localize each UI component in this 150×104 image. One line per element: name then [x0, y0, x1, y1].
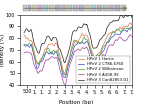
HPeV 2 Williamson: [130, 27, 131, 28]
HPeV 3 A308-99: [42, 68, 44, 70]
HPeV 1 Harris: [102, 45, 104, 46]
HPeV 3 Can82853-01: [42, 43, 44, 44]
Line: HPeV 1 Harris: HPeV 1 Harris: [24, 23, 132, 73]
HPeV 2 CT86-6760: [23, 45, 25, 46]
HPeV 3 A308-99: [131, 36, 133, 37]
HPeV 1 Harris: [67, 63, 69, 64]
HPeV 3 A308-99: [112, 45, 114, 46]
HPeV 2 Williamson: [112, 31, 114, 32]
HPeV 3 A308-99: [102, 54, 104, 55]
Bar: [37, 5, 42, 11]
Line: HPeV 3 A308-99: HPeV 3 A308-99: [24, 35, 132, 85]
HPeV 3 A308-99: [67, 74, 69, 75]
Bar: [115, 5, 120, 11]
Bar: [43, 5, 48, 11]
Bar: [97, 5, 102, 11]
HPeV 2 CT86-6760: [131, 26, 133, 27]
HPeV 1 Harris: [112, 32, 114, 33]
Bar: [79, 5, 84, 11]
Bar: [85, 5, 90, 11]
Bar: [55, 5, 60, 11]
HPeV 2 CT86-6760: [64, 77, 66, 78]
Bar: [121, 5, 126, 11]
Bar: [103, 5, 108, 11]
HPeV 3 A308-99: [129, 34, 131, 35]
HPeV 1 Harris: [63, 73, 65, 74]
Bar: [73, 5, 78, 11]
HPeV 2 Williamson: [64, 75, 66, 76]
HPeV 2 CT86-6760: [67, 67, 69, 68]
HPeV 3 A308-99: [64, 84, 66, 85]
HPeV 3 Can82853-01: [131, 17, 133, 19]
HPeV 1 Harris: [42, 56, 44, 57]
HPeV 3 Can82853-01: [129, 14, 131, 15]
Bar: [67, 5, 72, 11]
Bar: [32, 5, 36, 11]
HPeV 2 Williamson: [42, 55, 44, 57]
Bar: [109, 5, 114, 11]
HPeV 3 Can82853-01: [117, 20, 119, 21]
Line: HPeV 3 Can82853-01: HPeV 3 Can82853-01: [24, 14, 132, 63]
HPeV 2 Williamson: [67, 65, 69, 67]
Bar: [22, 5, 27, 11]
HPeV 2 Williamson: [131, 28, 133, 29]
Bar: [61, 5, 66, 11]
HPeV 2 Williamson: [117, 29, 119, 30]
HPeV 3 A308-99: [23, 52, 25, 53]
HPeV 2 CT86-6760: [66, 73, 67, 74]
HPeV 1 Harris: [117, 29, 119, 31]
HPeV 3 A308-99: [117, 38, 119, 39]
HPeV 1 Harris: [131, 24, 133, 26]
HPeV 3 Can82853-01: [66, 58, 67, 59]
HPeV 3 Can82853-01: [64, 62, 66, 63]
Line: HPeV 2 Williamson: HPeV 2 Williamson: [24, 28, 132, 75]
Bar: [28, 5, 31, 11]
HPeV 2 Williamson: [66, 70, 67, 71]
HPeV 3 Can82853-01: [112, 20, 114, 21]
HPeV 3 Can82853-01: [67, 55, 69, 56]
HPeV 2 Williamson: [102, 47, 104, 48]
HPeV 1 Harris: [129, 22, 131, 23]
HPeV 3 Can82853-01: [102, 36, 104, 37]
Bar: [49, 5, 54, 11]
Y-axis label: Identity (%): Identity (%): [0, 34, 4, 66]
HPeV 2 CT86-6760: [112, 36, 114, 37]
Legend: HPeV 1 Harris, HPeV 2 CT86-6760, HPeV 2 Williamson, HPeV 3 A308-99, HPeV 3 Can82: HPeV 1 Harris, HPeV 2 CT86-6760, HPeV 2 …: [76, 56, 130, 83]
HPeV 2 Williamson: [23, 44, 25, 45]
HPeV 3 Can82853-01: [23, 32, 25, 33]
HPeV 2 CT86-6760: [42, 60, 44, 61]
HPeV 2 CT86-6760: [102, 51, 104, 52]
HPeV 3 A308-99: [66, 80, 67, 81]
Line: HPeV 2 CT86-6760: HPeV 2 CT86-6760: [24, 27, 132, 77]
HPeV 1 Harris: [23, 34, 25, 36]
X-axis label: Position (bp): Position (bp): [59, 100, 93, 104]
Bar: [91, 5, 96, 11]
HPeV 1 Harris: [66, 66, 67, 67]
HPeV 2 CT86-6760: [117, 34, 119, 35]
